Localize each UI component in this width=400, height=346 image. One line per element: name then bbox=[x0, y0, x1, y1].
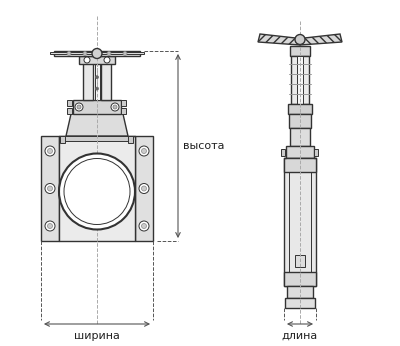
Bar bbox=[50, 52, 144, 54]
Text: длина: длина bbox=[282, 331, 318, 341]
Bar bbox=[67, 100, 72, 106]
Bar bbox=[284, 272, 316, 286]
Circle shape bbox=[92, 48, 102, 58]
Circle shape bbox=[83, 52, 87, 55]
Polygon shape bbox=[66, 114, 128, 136]
Bar bbox=[289, 114, 311, 128]
Bar bbox=[290, 128, 310, 146]
Bar bbox=[289, 163, 311, 281]
Circle shape bbox=[123, 52, 127, 55]
Circle shape bbox=[111, 103, 119, 111]
Bar bbox=[287, 286, 313, 298]
Bar bbox=[54, 51, 140, 56]
Circle shape bbox=[45, 221, 55, 231]
Circle shape bbox=[77, 105, 81, 109]
Bar bbox=[41, 136, 59, 241]
Circle shape bbox=[45, 183, 55, 193]
Bar bbox=[60, 136, 65, 143]
Circle shape bbox=[139, 221, 149, 231]
Circle shape bbox=[139, 146, 149, 156]
Bar bbox=[101, 62, 111, 100]
Circle shape bbox=[295, 35, 305, 45]
Circle shape bbox=[142, 224, 146, 228]
Bar bbox=[73, 100, 121, 114]
Circle shape bbox=[48, 148, 52, 154]
Circle shape bbox=[48, 224, 52, 228]
Circle shape bbox=[142, 186, 146, 191]
Polygon shape bbox=[258, 34, 300, 45]
Bar bbox=[128, 136, 133, 143]
Circle shape bbox=[104, 57, 110, 63]
Circle shape bbox=[142, 148, 146, 154]
Bar bbox=[286, 146, 314, 158]
Circle shape bbox=[48, 186, 52, 191]
Bar bbox=[290, 46, 310, 56]
Bar bbox=[121, 100, 126, 106]
Circle shape bbox=[75, 103, 83, 111]
Bar bbox=[79, 56, 115, 64]
Circle shape bbox=[96, 87, 98, 90]
Bar bbox=[135, 136, 153, 241]
Bar bbox=[297, 56, 303, 104]
Bar bbox=[83, 62, 93, 100]
Circle shape bbox=[67, 52, 71, 55]
Bar bbox=[291, 56, 309, 104]
Circle shape bbox=[96, 76, 98, 79]
Bar bbox=[281, 149, 285, 156]
Circle shape bbox=[59, 154, 135, 229]
Text: ширина: ширина bbox=[74, 331, 120, 341]
Bar bbox=[63, 136, 131, 141]
Bar bbox=[288, 104, 312, 114]
Bar bbox=[284, 158, 316, 172]
Bar bbox=[59, 136, 135, 241]
Circle shape bbox=[113, 105, 117, 109]
Circle shape bbox=[84, 57, 90, 63]
Bar bbox=[284, 158, 316, 286]
Bar bbox=[314, 149, 318, 156]
Circle shape bbox=[107, 52, 111, 55]
Text: высота: высота bbox=[183, 141, 224, 151]
Circle shape bbox=[139, 183, 149, 193]
Bar bbox=[67, 108, 72, 114]
Polygon shape bbox=[300, 34, 342, 45]
Circle shape bbox=[45, 146, 55, 156]
Bar bbox=[94, 62, 100, 100]
Bar bbox=[295, 255, 305, 267]
Bar bbox=[121, 108, 126, 114]
Bar bbox=[285, 298, 315, 308]
